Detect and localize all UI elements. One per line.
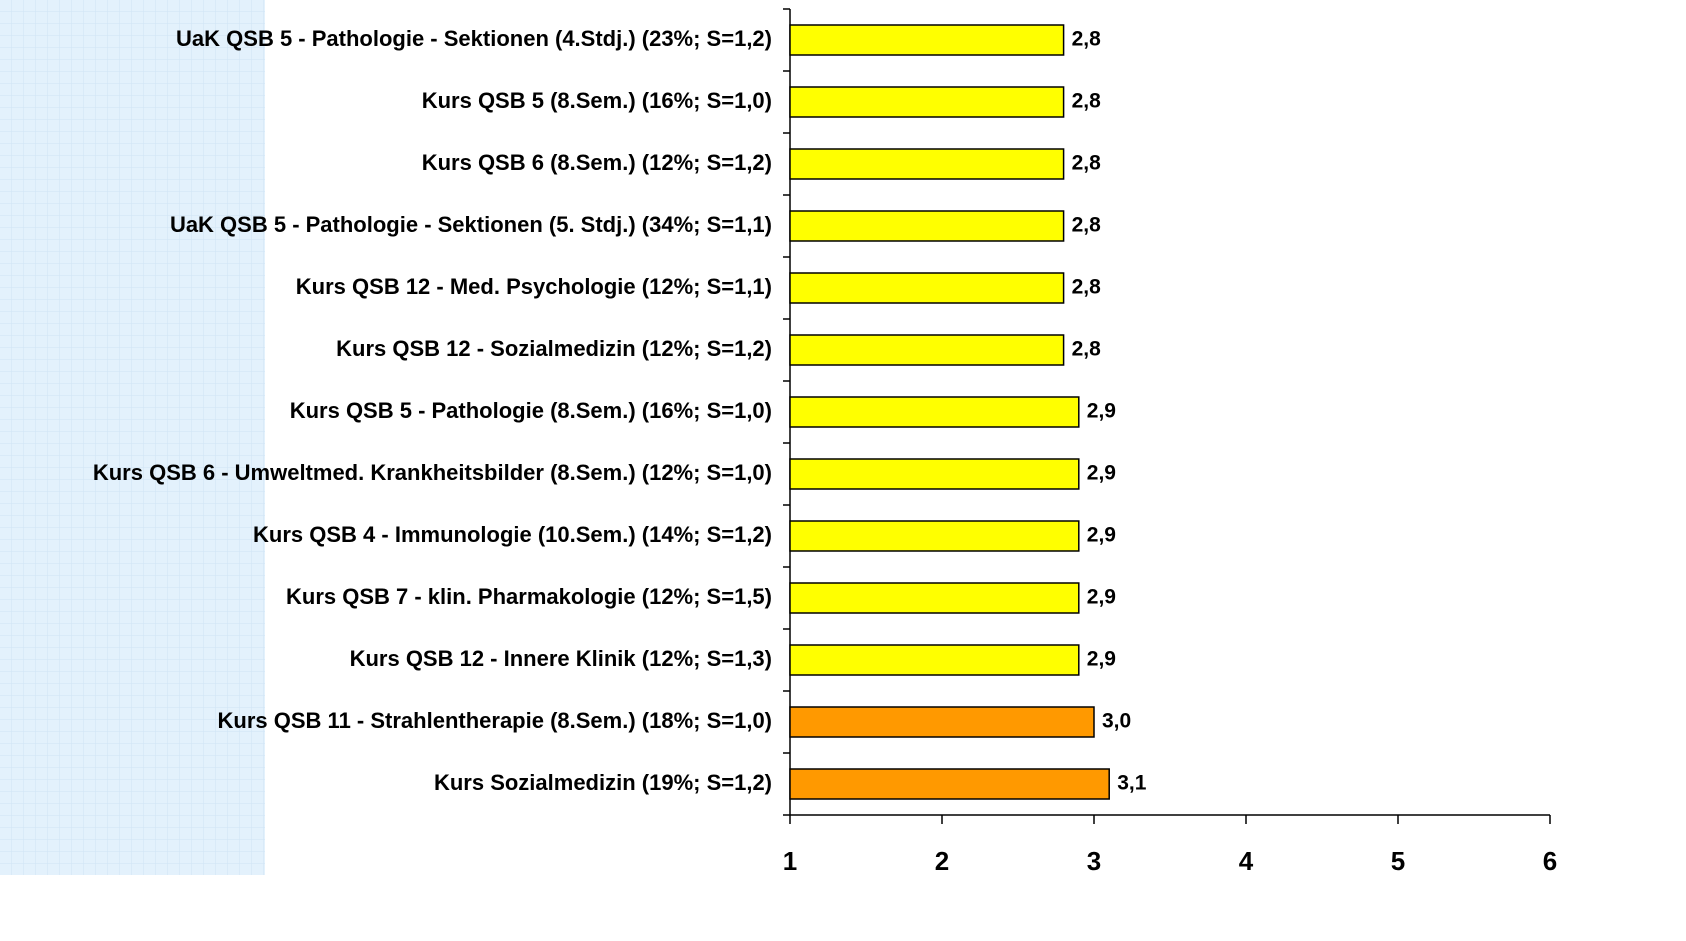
x-tick-label: 5 [1391, 846, 1405, 876]
x-tick-label: 4 [1239, 846, 1254, 876]
y-tick-label: Kurs QSB 12 - Med. Psychologie (12%; S=1… [296, 274, 772, 299]
bar [789, 210, 1065, 242]
y-tick-label: UaK QSB 5 - Pathologie - Sektionen (5. S… [170, 212, 772, 237]
value-label: 3,1 [1117, 772, 1147, 795]
bar [789, 396, 1080, 428]
bar [789, 458, 1080, 490]
background-panel [0, 0, 265, 875]
bar [789, 24, 1065, 56]
value-label: 2,9 [1087, 462, 1116, 485]
y-tick-label: UaK QSB 5 - Pathologie - Sektionen (4.St… [176, 26, 772, 51]
value-label: 2,8 [1072, 338, 1102, 361]
value-label: 2,9 [1087, 648, 1116, 671]
bar [789, 86, 1065, 118]
y-tick-label: Kurs QSB 5 (8.Sem.) (16%; S=1,0) [422, 88, 772, 113]
bar [789, 148, 1065, 180]
value-label: 2,8 [1072, 214, 1102, 237]
y-tick-label: Kurs QSB 12 - Innere Klinik (12%; S=1,3) [350, 646, 772, 671]
value-label: 3,0 [1102, 710, 1131, 733]
value-label: 2,8 [1072, 152, 1102, 175]
x-tick-label: 1 [783, 846, 797, 876]
y-tick-label: Kurs QSB 12 - Sozialmedizin (12%; S=1,2) [336, 336, 772, 361]
bar [789, 768, 1110, 800]
y-tick-label: Kurs Sozialmedizin (19%; S=1,2) [434, 770, 772, 795]
x-tick-label: 3 [1087, 846, 1101, 876]
value-label: 2,8 [1072, 28, 1102, 51]
bar [789, 644, 1080, 676]
y-tick-label: Kurs QSB 6 (8.Sem.) (12%; S=1,2) [422, 150, 772, 175]
bar [789, 334, 1065, 366]
y-tick-label: Kurs QSB 6 - Umweltmed. Krankheitsbilder… [93, 460, 772, 485]
value-label: 2,9 [1087, 524, 1116, 547]
x-tick-label: 2 [935, 846, 949, 876]
y-tick-label: Kurs QSB 4 - Immunologie (10.Sem.) (14%;… [253, 522, 772, 547]
value-label: 2,8 [1072, 90, 1102, 113]
value-label: 2,8 [1072, 276, 1102, 299]
value-label: 2,9 [1087, 586, 1116, 609]
value-label: 2,9 [1087, 400, 1116, 423]
bar [789, 582, 1080, 614]
bar [789, 272, 1065, 304]
y-tick-label: Kurs QSB 11 - Strahlentherapie (8.Sem.) … [218, 708, 772, 733]
y-tick-label: Kurs QSB 5 - Pathologie (8.Sem.) (16%; S… [290, 398, 772, 423]
bar [789, 520, 1080, 552]
bar [789, 706, 1095, 738]
y-tick-label: Kurs QSB 7 - klin. Pharmakologie (12%; S… [286, 584, 772, 609]
x-tick-label: 6 [1543, 846, 1557, 876]
